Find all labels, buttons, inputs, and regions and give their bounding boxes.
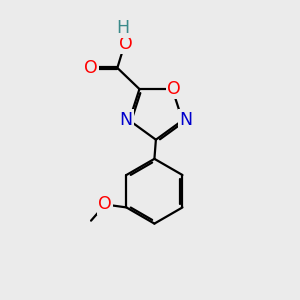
Text: O: O — [98, 196, 112, 214]
Text: O: O — [84, 59, 98, 77]
Text: N: N — [119, 111, 132, 129]
Text: N: N — [179, 111, 193, 129]
Text: H: H — [116, 19, 129, 37]
Text: O: O — [167, 80, 181, 98]
Text: O: O — [119, 35, 133, 53]
